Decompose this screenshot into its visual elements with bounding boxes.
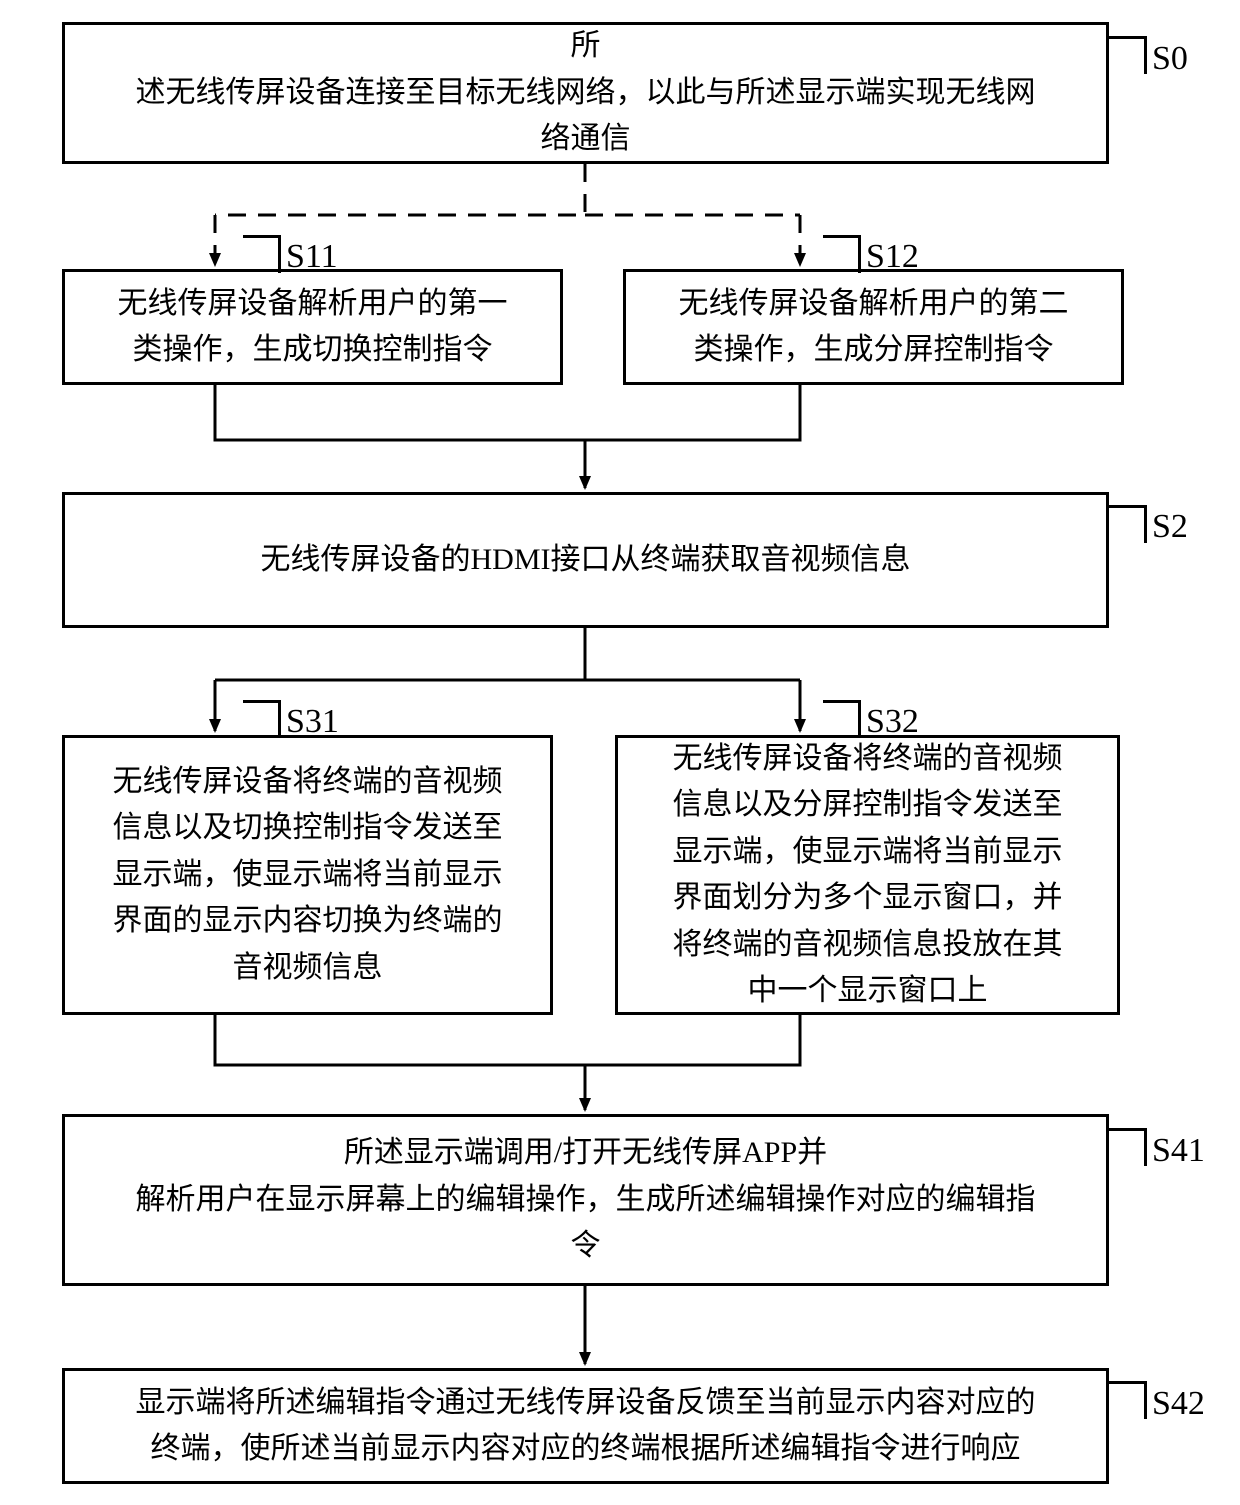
- node-s11-text: 无线传屏设备解析用户的第一类操作，生成切换控制指令: [118, 281, 508, 374]
- node-s2-text: 无线传屏设备的HDMI接口从终端获取音视频信息: [261, 537, 911, 584]
- node-s11: 无线传屏设备解析用户的第一类操作，生成切换控制指令: [62, 269, 563, 385]
- node-s41-text: 所述显示端调用/打开无线传屏APP并解析用户在显示屏幕上的编辑操作，生成所述编辑…: [136, 1130, 1036, 1270]
- node-s31: 无线传屏设备将终端的音视频信息以及切换控制指令发送至显示端，使显示端将当前显示界…: [62, 735, 553, 1015]
- hook-s41: [1109, 1128, 1147, 1166]
- hook-s0: [1109, 36, 1147, 74]
- node-s12: 无线传屏设备解析用户的第二类操作，生成分屏控制指令: [623, 269, 1124, 385]
- label-s2: S2: [1152, 508, 1188, 546]
- label-s11: S11: [286, 238, 338, 276]
- hook-s31: [243, 700, 281, 738]
- node-s42-text: 显示端将所述编辑指令通过无线传屏设备反馈至当前显示内容对应的终端，使所述当前显示…: [136, 1380, 1036, 1473]
- hook-s11: [243, 235, 281, 273]
- node-s41: 所述显示端调用/打开无线传屏APP并解析用户在显示屏幕上的编辑操作，生成所述编辑…: [62, 1114, 1109, 1286]
- node-s32: 无线传屏设备将终端的音视频信息以及分屏控制指令发送至显示端，使显示端将当前显示界…: [615, 735, 1120, 1015]
- node-s12-text: 无线传屏设备解析用户的第二类操作，生成分屏控制指令: [679, 281, 1069, 374]
- label-s0: S0: [1152, 40, 1188, 78]
- node-s31-text: 无线传屏设备将终端的音视频信息以及切换控制指令发送至显示端，使显示端将当前显示界…: [113, 759, 503, 992]
- label-s41: S41: [1152, 1132, 1205, 1170]
- label-s12: S12: [866, 238, 919, 276]
- label-s31: S31: [286, 703, 339, 741]
- hook-s32: [823, 700, 861, 738]
- hook-s12: [823, 235, 861, 273]
- hook-s2: [1109, 505, 1147, 543]
- label-s32: S32: [866, 703, 919, 741]
- node-s42: 显示端将所述编辑指令通过无线传屏设备反馈至当前显示内容对应的终端，使所述当前显示…: [62, 1368, 1109, 1484]
- node-s2: 无线传屏设备的HDMI接口从终端获取音视频信息: [62, 492, 1109, 628]
- hook-s42: [1109, 1381, 1147, 1419]
- node-s32-text: 无线传屏设备将终端的音视频信息以及分屏控制指令发送至显示端，使显示端将当前显示界…: [673, 736, 1063, 1015]
- node-s0: 所述无线传屏设备连接至目标无线网络，以此与所述显示端实现无线网络通信: [62, 22, 1109, 164]
- label-s42: S42: [1152, 1385, 1205, 1423]
- node-s0-text: 所述无线传屏设备连接至目标无线网络，以此与所述显示端实现无线网络通信: [136, 23, 1036, 163]
